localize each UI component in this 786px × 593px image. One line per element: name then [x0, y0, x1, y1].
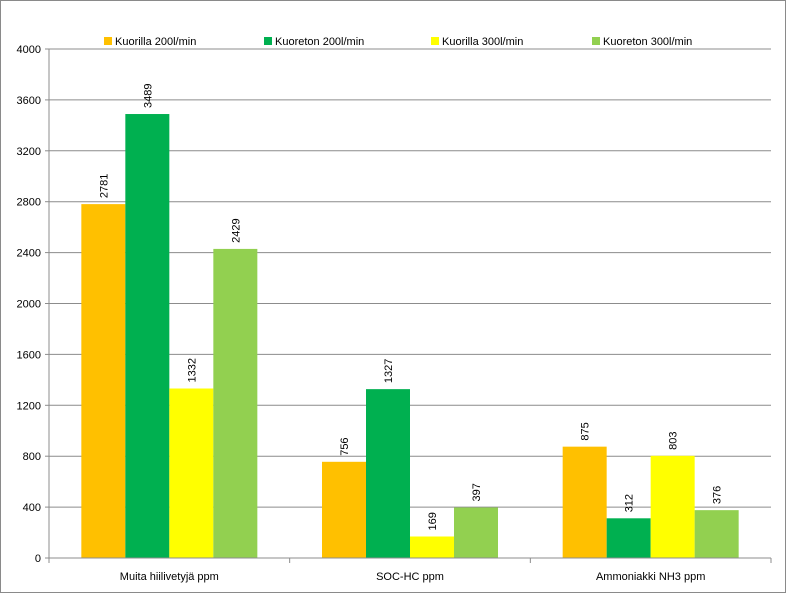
y-axis: 0 400 800 1200 1600 2000 2400 2800 3200 3600 4000: [17, 44, 50, 565]
bar: [322, 461, 366, 558]
y-tick-label: 400: [23, 502, 41, 514]
data-label: 169: [427, 512, 439, 530]
data-label: 397: [471, 483, 483, 501]
y-tick-label: 800: [23, 451, 41, 463]
bar: [169, 388, 214, 558]
legend-swatch: [431, 37, 439, 45]
data-label: 2781: [98, 174, 110, 198]
y-tick-label: 2000: [17, 299, 41, 311]
bar: [81, 204, 126, 559]
y-tick-label: 1200: [17, 400, 41, 412]
y-tick-label: 0: [35, 553, 41, 565]
y-tick-label: 3200: [17, 146, 41, 158]
data-labels: 2781 3489 1332 2429 756 1327 169 397 875 312 803 37…: [98, 84, 723, 531]
legend-label: Kuorilla 300l/min: [442, 36, 523, 48]
data-label: 2429: [230, 218, 242, 242]
bar: [694, 510, 739, 558]
bar: [366, 389, 410, 558]
bars: [81, 114, 739, 559]
legend: Kuorilla 200l/min Kuoreton 200l/min Kuoril…: [104, 36, 692, 48]
legend-label: Kuoreton 300l/min: [603, 36, 692, 48]
data-label: 312: [624, 494, 636, 512]
data-label: 1332: [186, 358, 198, 382]
data-label: 3489: [142, 84, 154, 108]
y-tick-label: 2800: [17, 197, 41, 209]
bar: [410, 536, 454, 558]
bar: [125, 114, 170, 558]
bar: [213, 248, 258, 559]
legend-swatch: [264, 37, 272, 45]
data-label: 803: [668, 431, 680, 449]
x-category-label: Muita hiilivetyjä ppm: [120, 571, 219, 583]
y-tick-label: 2400: [17, 248, 41, 260]
x-category-label: SOC-HC ppm: [376, 571, 444, 583]
data-label: 756: [339, 437, 351, 455]
bar: [606, 518, 651, 558]
data-label: 376: [712, 486, 724, 504]
y-tick-label: 4000: [17, 44, 41, 56]
y-tick-label: 1600: [17, 349, 41, 361]
data-label: 1327: [383, 359, 395, 383]
data-label: 875: [580, 422, 592, 440]
legend-swatch: [592, 37, 600, 45]
bar: [650, 455, 695, 558]
x-category-label: Ammoniakki NH3 ppm: [596, 571, 705, 583]
x-axis: Muita hiilivetyjä ppm SOC-HC ppm Ammoniakk…: [48, 557, 772, 583]
y-tick-label: 3600: [17, 95, 41, 107]
legend-label: Kuorilla 200l/min: [115, 36, 196, 48]
bar: [562, 446, 607, 558]
legend-swatch: [104, 37, 112, 45]
bar: [454, 507, 498, 558]
legend-label: Kuoreton 200l/min: [275, 36, 364, 48]
